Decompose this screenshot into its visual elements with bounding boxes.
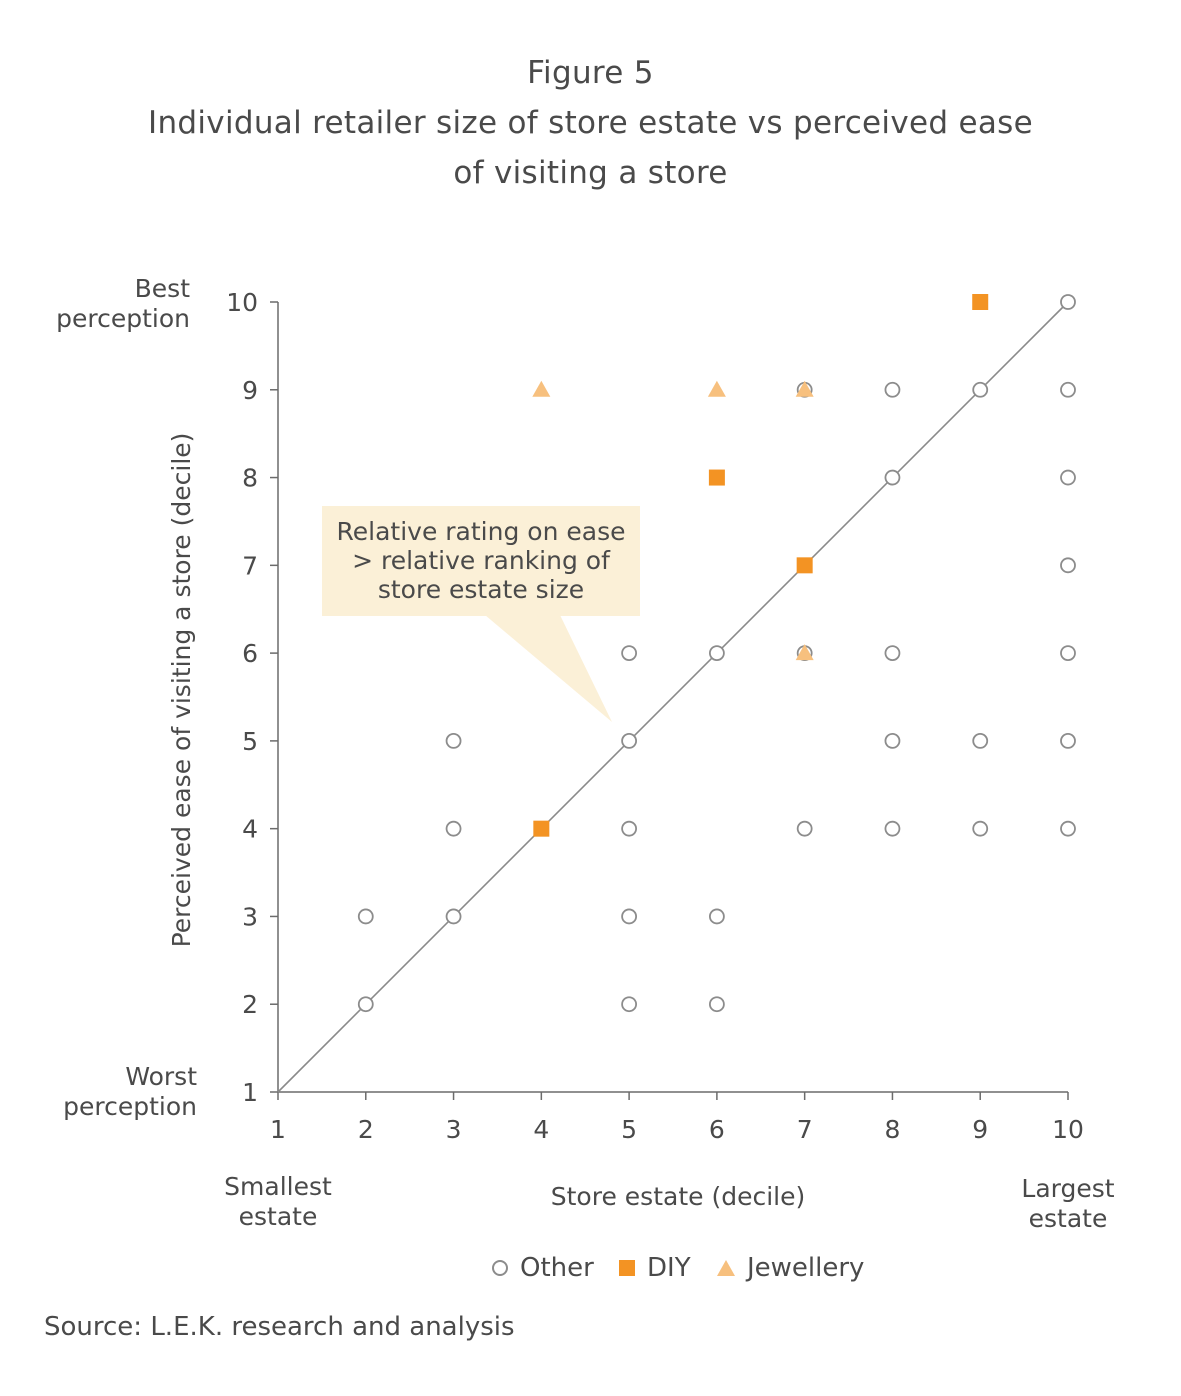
callout-text: Relative rating on ease > relative ranki…: [322, 517, 640, 604]
x-tick-label: 10: [1052, 1115, 1084, 1144]
point-other: [972, 820, 989, 837]
y-tick-label: 9: [242, 376, 258, 405]
point-other: [972, 732, 989, 749]
point-other: [445, 732, 462, 749]
point-other: [621, 732, 638, 749]
callout-pointer: [485, 615, 612, 722]
callout-line-2: > relative ranking of: [352, 546, 610, 575]
reference-diagonal: [277, 301, 1069, 1093]
point-jewellery: [795, 644, 814, 661]
data-points: [357, 294, 1076, 1013]
triangle-icon: [717, 1260, 735, 1276]
point-diy: [972, 294, 989, 310]
x-axis-label: Store estate (decile): [550, 1182, 806, 1211]
y-tick-label: 1: [242, 1078, 258, 1107]
callout-line-1: Relative rating on ease: [336, 517, 626, 546]
legend-label-diy: DIY: [647, 1253, 691, 1283]
figure-label: Figure 5: [527, 55, 654, 91]
y-axis-bottom-annotation: Worst perception: [40, 1062, 197, 1122]
point-other: [357, 908, 374, 925]
point-other: [796, 820, 813, 837]
x-axis-ticks: 1 2 3 4 5 6 7 8 9 10: [270, 1092, 1084, 1144]
reference-line: [277, 301, 1069, 1093]
legend-label-other: Other: [520, 1253, 594, 1283]
point-other: [1060, 381, 1076, 398]
point-other: [972, 381, 989, 398]
y-axis-label: Perceived ease of visiting a store (deci…: [167, 433, 196, 948]
point-diy: [796, 557, 813, 574]
x-tick-label: 6: [709, 1115, 725, 1144]
legend-item-diy: DIY: [617, 1253, 691, 1283]
y-bottom-line-2: perception: [63, 1092, 197, 1121]
point-other: [1060, 732, 1076, 749]
point-other: [708, 645, 725, 662]
point-other: [1060, 469, 1076, 486]
point-jewellery: [532, 380, 551, 397]
y-tick-label: 10: [226, 288, 258, 317]
point-other: [708, 908, 725, 925]
legend-item-other: Other: [490, 1253, 594, 1283]
y-tick-label: 7: [242, 551, 258, 580]
x-tick-label: 1: [270, 1115, 286, 1144]
x-axis-left-annotation: Smallest estate: [198, 1172, 358, 1232]
open-circle-icon: [492, 1260, 508, 1276]
point-other: [357, 996, 374, 1013]
point-other: [884, 469, 901, 486]
y-tick-label: 8: [242, 464, 258, 493]
y-axis-ticks: 1 2 3 4 5 6 7 8 9 10: [226, 288, 278, 1107]
point-other: [884, 381, 901, 398]
point-other: [884, 732, 901, 749]
chart-legend: Other DIY Jewellery: [0, 1253, 1181, 1287]
point-other: [708, 996, 725, 1013]
square-icon: [619, 1260, 635, 1276]
point-other: [884, 820, 901, 837]
x-right-line-2: estate: [1028, 1204, 1108, 1233]
y-tick-label: 4: [242, 815, 258, 844]
source-note: Source: L.E.K. research and analysis: [44, 1312, 515, 1342]
point-other: [1060, 645, 1076, 662]
x-axis-right-annotation: Largest estate: [988, 1174, 1148, 1234]
point-other: [621, 820, 638, 837]
x-right-line-1: Largest: [1021, 1174, 1115, 1203]
x-tick-label: 3: [446, 1115, 462, 1144]
callout-line-3: store estate size: [377, 575, 585, 604]
y-tick-label: 3: [242, 902, 258, 931]
y-axis-top-annotation: Best perception: [40, 274, 190, 334]
legend-item-jewellery: Jewellery: [715, 1253, 864, 1283]
y-top-line-2: perception: [56, 304, 190, 333]
point-diy: [533, 820, 550, 837]
chart-title-line-2: of visiting a store: [453, 155, 728, 191]
x-left-line-2: estate: [238, 1202, 318, 1231]
x-tick-label: 5: [621, 1115, 637, 1144]
x-tick-label: 9: [972, 1115, 988, 1144]
point-other: [884, 645, 901, 662]
y-tick-label: 2: [242, 990, 258, 1019]
point-other: [445, 908, 462, 925]
x-tick-label: 8: [884, 1115, 900, 1144]
point-jewellery: [707, 380, 726, 397]
point-jewellery: [795, 380, 814, 397]
chart-axes: [277, 302, 1068, 1093]
point-other: [1060, 820, 1076, 837]
y-tick-label: 5: [242, 727, 258, 756]
x-tick-label: 7: [797, 1115, 813, 1144]
point-other: [621, 996, 638, 1013]
point-other: [445, 820, 462, 837]
x-tick-label: 4: [533, 1115, 549, 1144]
chart-title-line-1: Individual retailer size of store estate…: [148, 105, 1033, 141]
x-tick-label: 2: [358, 1115, 374, 1144]
point-diy: [708, 469, 725, 486]
y-tick-label: 6: [242, 639, 258, 668]
x-left-line-1: Smallest: [224, 1172, 332, 1201]
y-top-line-1: Best: [134, 274, 190, 303]
callout-box: [322, 506, 640, 616]
point-other: [621, 908, 638, 925]
point-other: [621, 645, 638, 662]
legend-label-jewellery: Jewellery: [747, 1253, 865, 1283]
point-other: [1060, 557, 1076, 574]
y-bottom-line-1: Worst: [125, 1062, 197, 1091]
point-other: [1060, 294, 1076, 310]
